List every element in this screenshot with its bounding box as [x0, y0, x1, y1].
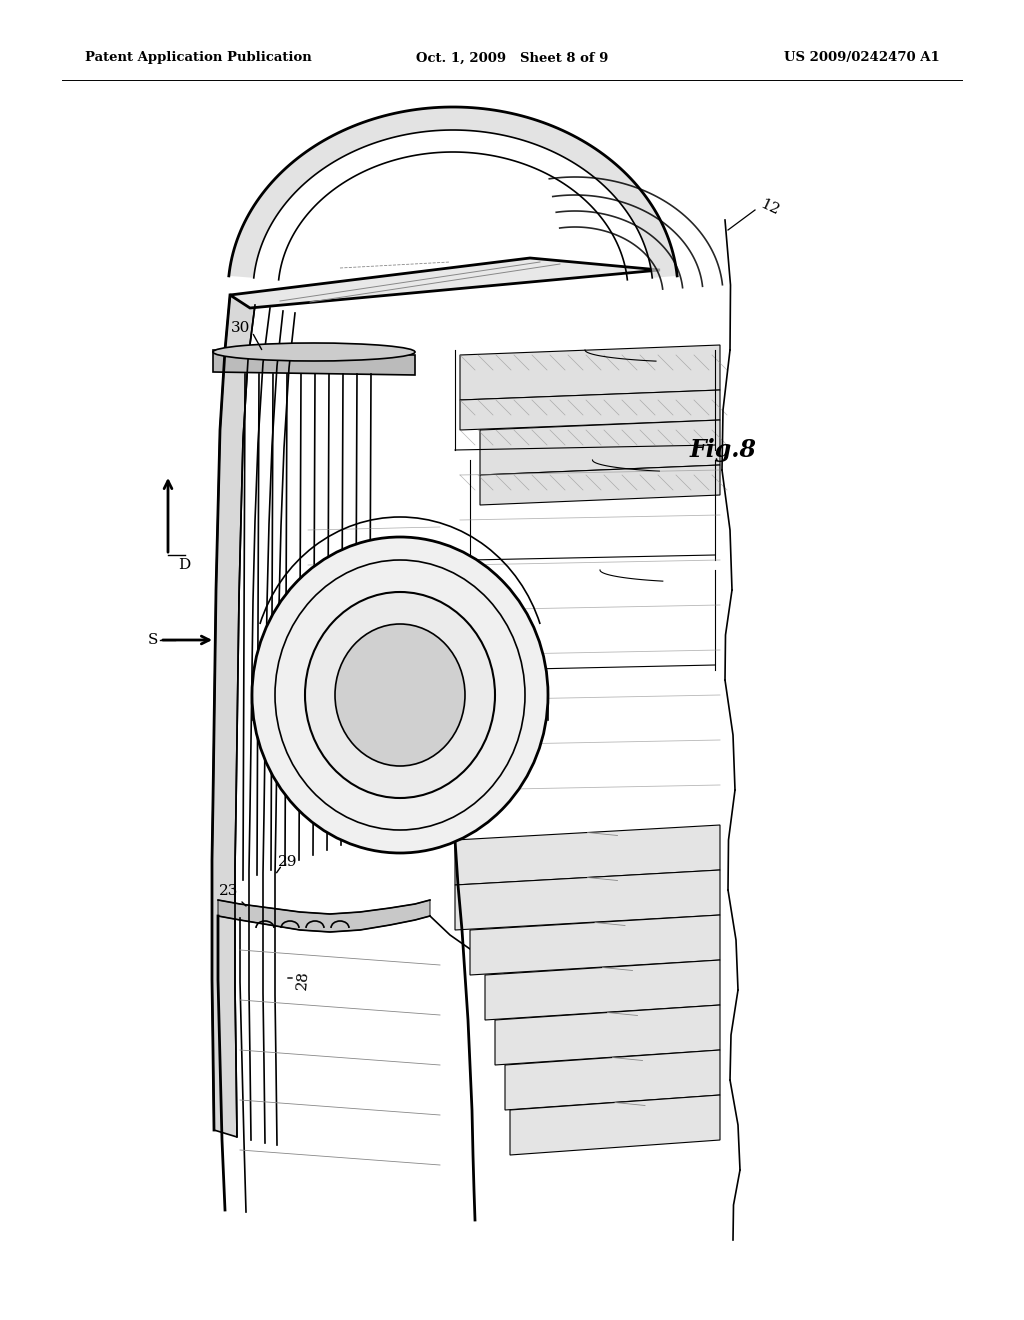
Polygon shape [218, 900, 430, 932]
Text: US 2009/0242470 A1: US 2009/0242470 A1 [784, 51, 940, 65]
Ellipse shape [213, 343, 415, 360]
Text: S: S [147, 634, 158, 647]
Polygon shape [455, 870, 720, 931]
Polygon shape [480, 420, 720, 475]
Polygon shape [213, 350, 415, 375]
Ellipse shape [335, 624, 465, 766]
Polygon shape [510, 1096, 720, 1155]
Text: Fig.8: Fig.8 [690, 438, 757, 462]
Text: Patent Application Publication: Patent Application Publication [85, 51, 311, 65]
Text: D: D [178, 558, 190, 572]
Ellipse shape [252, 537, 548, 853]
Polygon shape [485, 960, 720, 1020]
Text: 28: 28 [295, 970, 310, 990]
Polygon shape [460, 389, 720, 430]
Polygon shape [495, 1005, 720, 1065]
Polygon shape [455, 825, 720, 884]
Text: Oct. 1, 2009   Sheet 8 of 9: Oct. 1, 2009 Sheet 8 of 9 [416, 51, 608, 65]
Polygon shape [460, 345, 720, 400]
Polygon shape [228, 107, 677, 279]
Polygon shape [230, 257, 660, 308]
Polygon shape [470, 915, 720, 975]
Ellipse shape [305, 591, 495, 799]
Text: 30: 30 [230, 321, 250, 335]
Text: 29: 29 [278, 855, 298, 869]
Polygon shape [212, 294, 255, 1137]
Text: 12: 12 [758, 197, 781, 218]
Text: 23: 23 [219, 884, 238, 898]
Polygon shape [505, 1049, 720, 1110]
Polygon shape [480, 465, 720, 506]
